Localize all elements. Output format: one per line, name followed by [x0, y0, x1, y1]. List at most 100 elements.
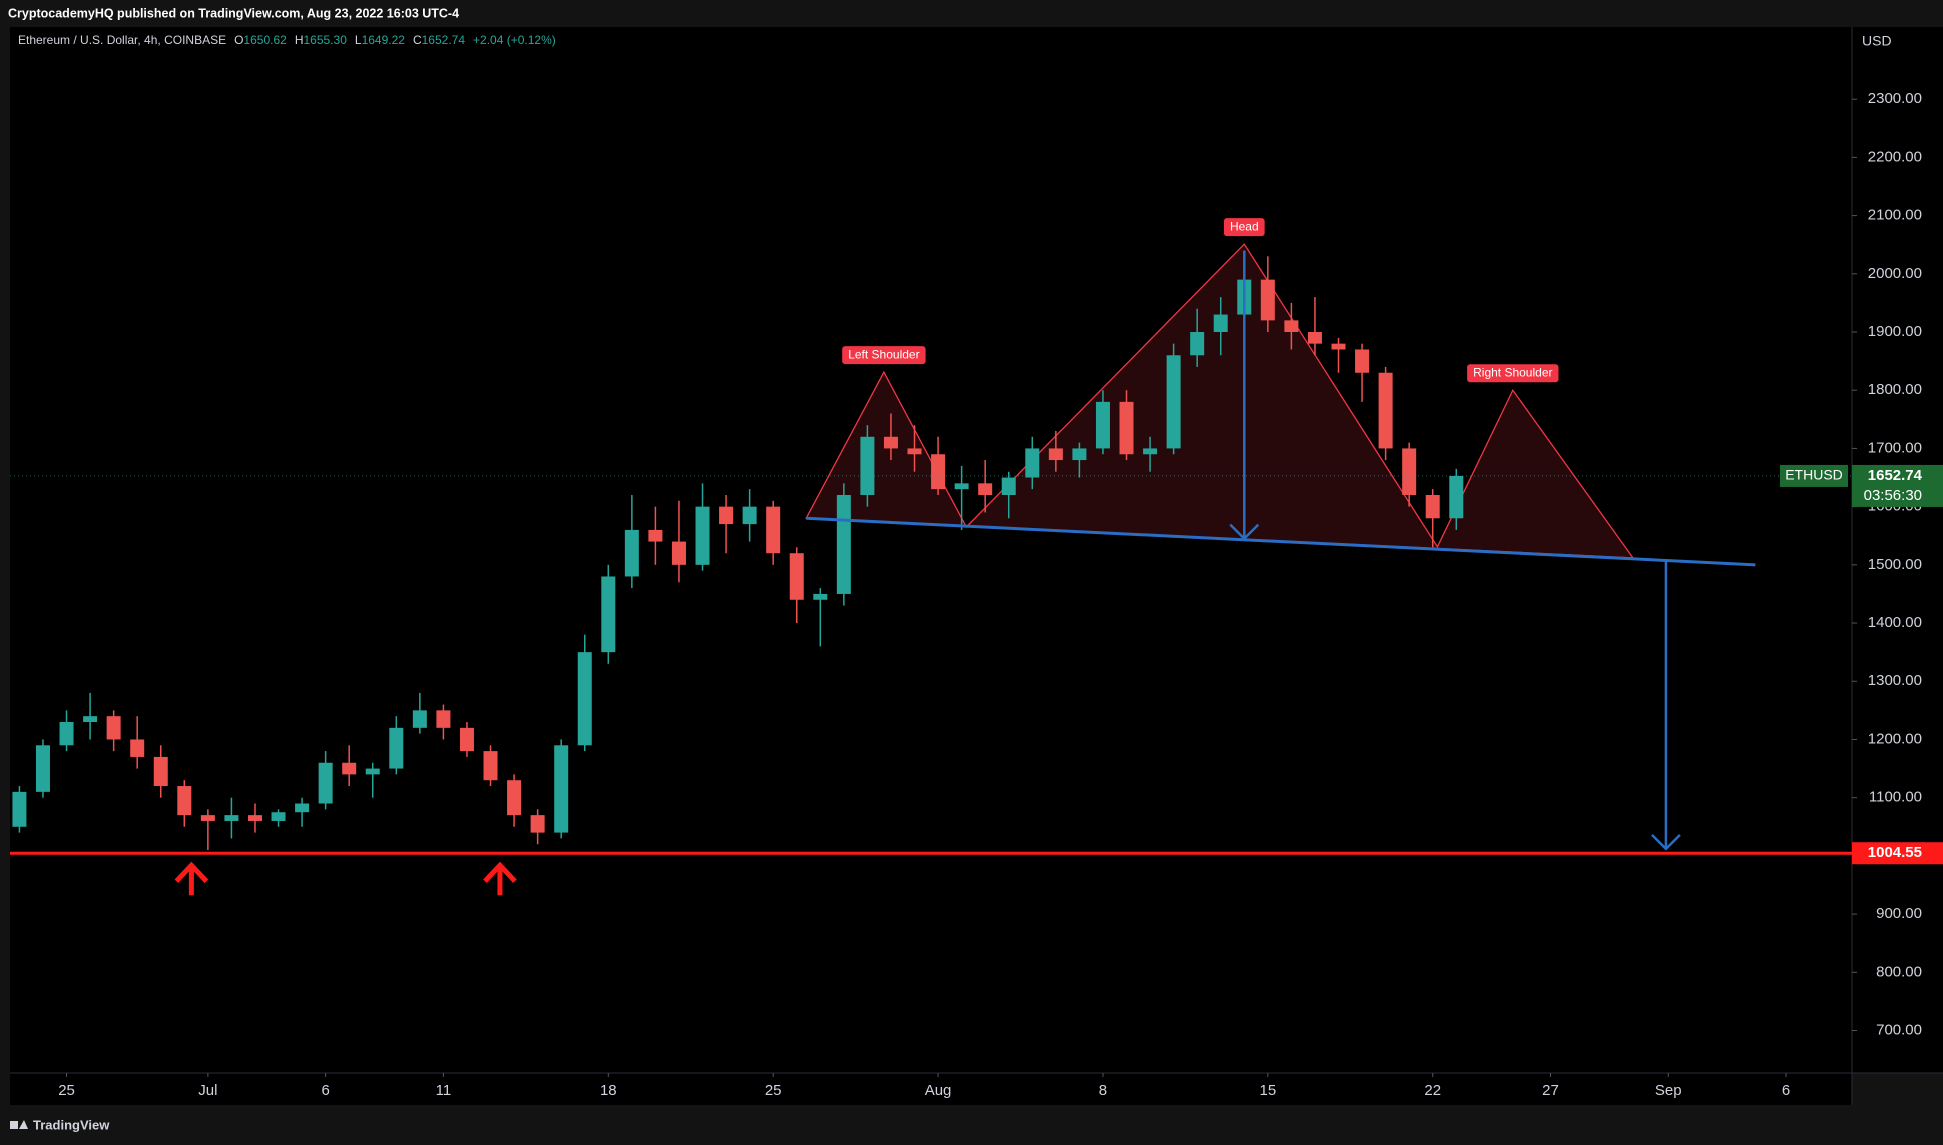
candle-body: [106, 716, 121, 740]
price-axis: [1852, 27, 1943, 1073]
candle-body: [601, 576, 616, 653]
candle-body: [436, 710, 451, 728]
candle-body: [1284, 320, 1299, 333]
candle-body: [365, 768, 380, 775]
candle-body: [1213, 314, 1228, 333]
x-tick-label: 25: [58, 1082, 75, 1099]
x-tick-label: 27: [1542, 1082, 1559, 1099]
candle-body: [83, 716, 98, 723]
candle-body: [1072, 448, 1087, 461]
x-tick-label: Aug: [925, 1082, 952, 1099]
y-tick-label: 1500.00: [1868, 556, 1922, 573]
candle-body: [412, 710, 427, 728]
publisher: CryptocademyHQ published on TradingView.…: [8, 6, 459, 20]
candle-body: [1001, 477, 1016, 495]
candle-body: [483, 751, 498, 781]
candle-body: [459, 727, 474, 752]
x-tick-label: 6: [1782, 1082, 1790, 1099]
candle-body: [200, 815, 215, 821]
logo: [10, 1120, 28, 1129]
symbol: Ethereum / U.S. Dollar, 4h, COINBASE: [18, 33, 226, 47]
touch-arrow: [483, 861, 517, 896]
candle-body: [836, 494, 851, 594]
candle-body: [389, 727, 404, 769]
candle-body: [1190, 332, 1205, 356]
symbol-tag-box: [1780, 464, 1848, 487]
candle-body: [1307, 332, 1322, 344]
candle-body: [577, 652, 592, 746]
candle-body: [671, 541, 686, 565]
pattern-label: Right Shoulder: [1473, 365, 1552, 379]
x-tick-label: 18: [600, 1082, 617, 1099]
ohlc-value: 1655.30: [303, 33, 347, 47]
candle-body: [271, 812, 286, 821]
candle-body: [318, 762, 333, 804]
ohlc-value: 1649.22: [362, 33, 406, 47]
candle-body: [624, 529, 639, 577]
support-price: 1004.55: [1868, 844, 1922, 861]
candle-body: [978, 483, 993, 495]
candle-body: [1449, 475, 1464, 519]
axis-unit: USD: [1862, 33, 1892, 49]
candle-body: [177, 786, 192, 816]
y-tick-label: 2200.00: [1868, 148, 1922, 165]
y-tick-label: 700.00: [1876, 1021, 1922, 1038]
candle-body: [153, 756, 168, 787]
plot-area: [10, 27, 1852, 1073]
candle-body: [59, 722, 74, 746]
candle-body: [954, 483, 969, 490]
candle-body: [12, 791, 27, 827]
candle-body: [695, 506, 710, 565]
y-tick-label: 1300.00: [1868, 672, 1922, 689]
y-tick-label: 800.00: [1876, 963, 1922, 980]
candle-body: [719, 506, 734, 525]
symbol-tag: ETHUSD: [1785, 467, 1843, 483]
pattern-label-box: [1467, 364, 1559, 383]
candle-body: [1048, 448, 1063, 461]
candle-body: [860, 436, 875, 495]
x-tick-label: Sep: [1655, 1082, 1682, 1099]
y-tick-label: 1200.00: [1868, 730, 1922, 747]
x-tick-label: Jul: [198, 1082, 217, 1099]
pattern-label-box: [842, 346, 926, 365]
x-tick-label: 11: [436, 1082, 452, 1099]
y-tick-label: 2100.00: [1868, 207, 1922, 224]
candle-body: [554, 745, 569, 833]
y-tick-label: 1800.00: [1868, 381, 1922, 398]
candle-body: [883, 436, 898, 449]
touch-arrow: [174, 861, 209, 896]
candle-body: [789, 553, 804, 600]
candle-body: [1355, 349, 1370, 373]
candle-body: [342, 762, 357, 775]
candle-body: [507, 780, 522, 816]
ohlc-value: 1650.62: [243, 33, 287, 47]
support-tag: [1852, 842, 1943, 865]
arrow-head: [1651, 834, 1681, 851]
last-price-box: [1852, 464, 1943, 507]
candle-body: [766, 506, 781, 554]
candle-body: [530, 815, 545, 833]
symbol-legend: Ethereum / U.S. Dollar, 4h, COINBASE O165…: [18, 33, 556, 47]
x-tick-label: 15: [1259, 1082, 1276, 1099]
pattern-label: Head: [1230, 219, 1259, 233]
candle-body: [1025, 448, 1040, 478]
candle-body: [1166, 355, 1181, 449]
logo-mark: [19, 1120, 28, 1129]
candle-body: [648, 529, 663, 542]
ohlc-key: O: [234, 33, 243, 47]
ohlc-key: L: [355, 33, 362, 47]
candle-body: [1378, 372, 1393, 449]
candle-body: [130, 739, 145, 757]
candle-body: [1119, 401, 1134, 455]
x-tick-label: 25: [765, 1082, 782, 1099]
arrow-head: [1229, 523, 1260, 541]
ohlc-value: 1652.74: [422, 33, 466, 47]
candle-body: [295, 803, 310, 813]
y-tick-label: 1100.00: [1869, 789, 1922, 806]
pattern-label: Left Shoulder: [848, 347, 919, 361]
candle-body: [907, 448, 922, 455]
countdown: 03:56:30: [1864, 487, 1922, 504]
change: +2.04 (+0.12%): [473, 33, 556, 47]
x-tick-label: 22: [1424, 1082, 1441, 1099]
